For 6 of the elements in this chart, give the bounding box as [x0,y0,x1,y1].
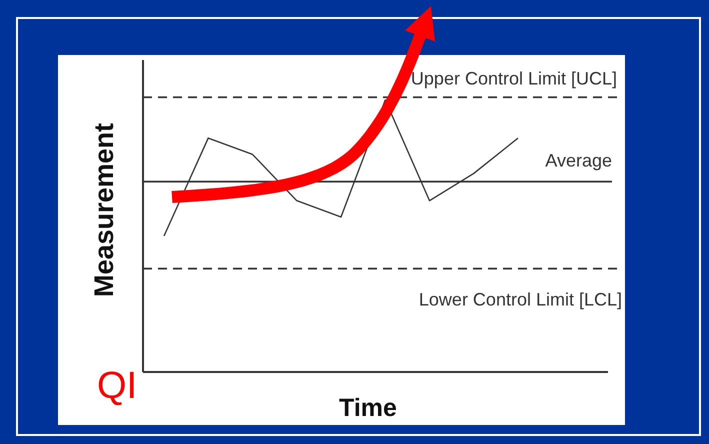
ref-line-label: Upper Control Limit [UCL] [410,68,617,88]
ref-line-label: Average [545,150,612,171]
x-axis-title: Time [339,394,398,422]
ref-line-label: Lower Control Limit [LCL] [418,290,622,310]
y-axis-title: Measurement [89,122,119,298]
text: QI [97,365,138,407]
